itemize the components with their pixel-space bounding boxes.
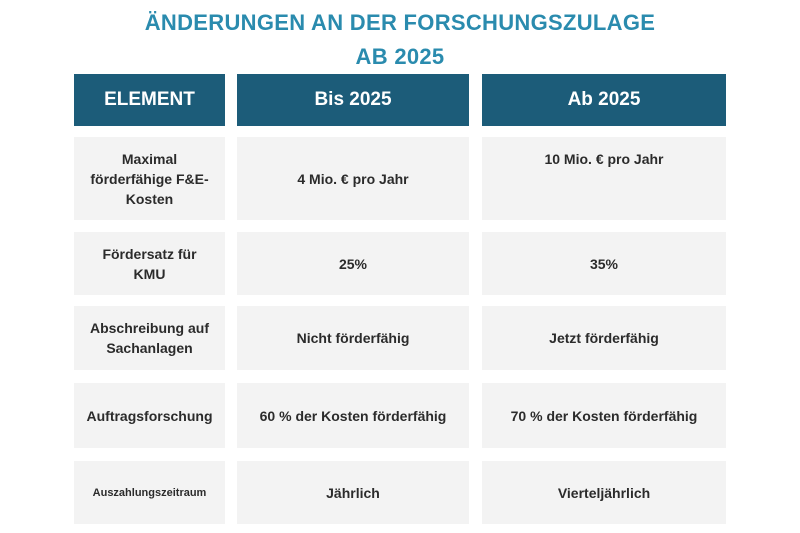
row-label-abschreibung: Abschreibung auf Sachanlagen (74, 306, 225, 370)
row-label-foerdersatz: Fördersatz für KMU (74, 232, 225, 295)
cell-max-costs-ab-2025: 10 Mio. € pro Jahr (482, 137, 726, 220)
cell-max-costs-bis-2025: 4 Mio. € pro Jahr (237, 137, 469, 220)
cell-abschreibung-bis-2025: Nicht förderfähig (237, 306, 469, 370)
cell-auszahlung-ab-2025: Vierteljährlich (482, 461, 726, 524)
column-header-element: ELEMENT (74, 74, 225, 126)
page-title-line-2: AB 2025 (355, 44, 445, 69)
column-header-ab-2025: Ab 2025 (482, 74, 726, 126)
column-header-bis-2025: Bis 2025 (237, 74, 469, 126)
row-label-max-costs: Maximal förderfähige F&E-Kosten (74, 137, 225, 220)
row-label-auftragsforschung: Auftragsforschung (74, 383, 225, 448)
cell-abschreibung-ab-2025: Jetzt förderfähig (482, 306, 726, 370)
cell-auszahlung-bis-2025: Jährlich (237, 461, 469, 524)
cell-auftragsforschung-ab-2025: 70 % der Kosten förderfähig (482, 383, 726, 448)
row-label-auszahlungszeitraum: Auszahlungszeitraum (74, 461, 225, 524)
page-title-line-1: ÄNDERUNGEN AN DER FORSCHUNGSZULAGE (144, 10, 656, 35)
cell-auftragsforschung-bis-2025: 60 % der Kosten förderfähig (237, 383, 469, 448)
cell-foerdersatz-ab-2025: 35% (482, 232, 726, 295)
cell-foerdersatz-bis-2025: 25% (237, 232, 469, 295)
